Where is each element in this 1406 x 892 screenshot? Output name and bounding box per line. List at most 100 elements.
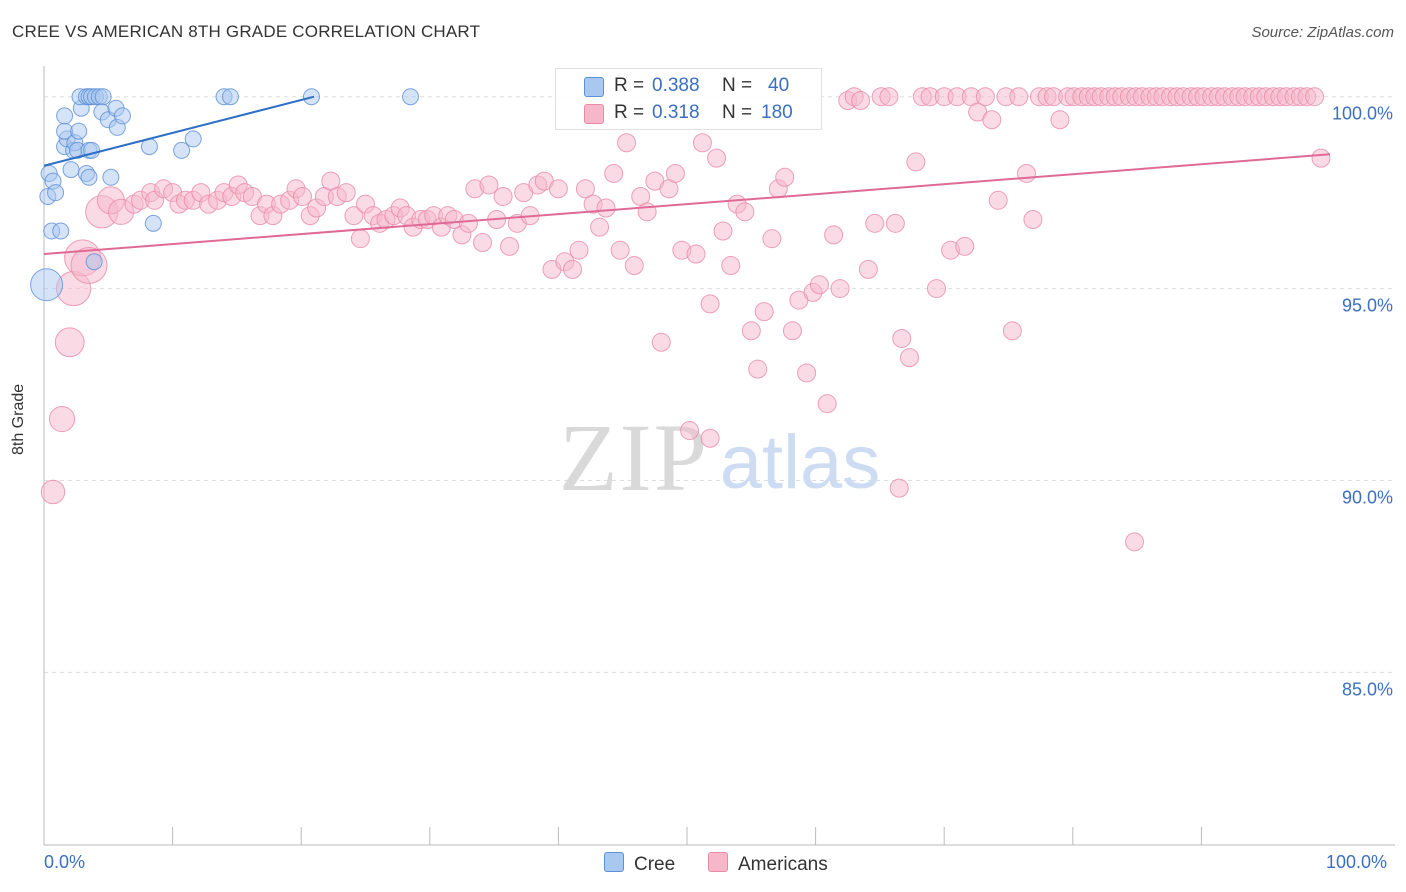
americans-point <box>721 256 741 276</box>
americans-point <box>500 236 520 256</box>
americans-point <box>906 152 926 172</box>
americans-point <box>686 244 706 264</box>
americans-point <box>569 240 589 260</box>
americans-point <box>637 202 657 222</box>
americans-point <box>1050 110 1070 130</box>
americans-point <box>782 321 802 341</box>
americans-point <box>885 213 905 233</box>
americans-point <box>809 275 829 295</box>
watermark-zip: ZIP <box>559 404 709 511</box>
americans-point <box>741 321 761 341</box>
y-tick-label: 90.0% <box>1342 487 1393 507</box>
cree-point <box>113 107 131 125</box>
americans-point <box>292 186 312 206</box>
stats-legend: R = 0.388 N = 40 R = 0.318 N = 180 <box>555 68 822 130</box>
americans-point <box>548 179 568 199</box>
americans-point <box>748 359 768 379</box>
americans-point <box>350 229 370 249</box>
cree-point <box>70 122 88 140</box>
x-tick-label-min: 0.0% <box>44 852 86 872</box>
legend-item-cree: Cree <box>604 852 675 876</box>
cree-point <box>47 184 65 202</box>
americans-trend-line <box>43 153 1331 256</box>
americans-point <box>858 259 878 279</box>
americans-point <box>458 213 478 233</box>
cree-point <box>102 168 120 186</box>
americans-point <box>955 236 975 256</box>
legend-item-americans: Americans <box>708 852 828 876</box>
americans-point <box>596 198 616 218</box>
cree-point <box>62 161 80 179</box>
legend-n-value: 40 <box>768 75 790 96</box>
cree-point <box>144 214 162 232</box>
americans-point <box>1009 87 1029 107</box>
source-label: Source: ZipAtlas.com <box>1251 24 1394 41</box>
x-tick-label-max: 100.0% <box>1326 852 1388 872</box>
americans-point <box>665 163 685 183</box>
legend-americans-label: Americans <box>738 854 828 875</box>
americans-point <box>473 233 493 253</box>
americans-point <box>899 348 919 368</box>
americans-point <box>40 479 66 505</box>
americans-point <box>889 478 909 498</box>
y-tick-label: 100.0% <box>1332 104 1393 124</box>
watermark-atlas: atlas <box>720 420 881 505</box>
americans-point <box>624 256 644 276</box>
americans-point <box>982 110 1002 130</box>
legend-n-label: N = <box>722 102 753 123</box>
cree-point <box>94 88 112 106</box>
americans-point <box>1023 209 1043 229</box>
americans-point <box>680 421 700 441</box>
cree-point <box>56 107 74 125</box>
americans-point <box>493 186 513 206</box>
americans-point <box>610 240 630 260</box>
cree-swatch-icon <box>584 77 604 97</box>
legend-row-cree: R = 0.388 N = 40 <box>556 73 821 101</box>
americans-point <box>762 229 782 249</box>
chart-title: CREE VS AMERICAN 8TH GRADE CORRELATION C… <box>12 22 481 41</box>
americans-point <box>797 363 817 383</box>
cree-point <box>402 88 420 106</box>
americans-point <box>817 394 837 414</box>
americans-point <box>975 87 995 107</box>
series-legend: Cree Americans <box>0 852 1406 878</box>
americans-point <box>1002 321 1022 341</box>
cree-trend-line <box>43 95 315 167</box>
americans-point <box>735 202 755 222</box>
legend-n-label: N = <box>722 75 753 96</box>
americans-point <box>824 225 844 245</box>
americans-point <box>754 302 774 322</box>
cree-point <box>80 168 98 186</box>
cree-point <box>52 222 70 240</box>
americans-point <box>1311 148 1331 168</box>
americans-point <box>1305 87 1325 107</box>
legend-row-americans: R = 0.318 N = 180 <box>556 100 821 128</box>
americans-point <box>344 206 364 226</box>
americans-point <box>336 183 356 203</box>
cree-point <box>173 141 191 159</box>
americans-point <box>988 190 1008 210</box>
americans-point <box>590 217 610 237</box>
americans-point <box>892 328 912 348</box>
americans-swatch-icon <box>708 852 728 872</box>
legend-n-value: 180 <box>761 102 793 123</box>
legend-r-value: 0.388 <box>652 75 700 96</box>
y-tick-label: 85.0% <box>1342 679 1393 699</box>
americans-point <box>48 405 76 433</box>
americans-point <box>700 294 720 314</box>
cree-swatch-icon <box>604 852 624 872</box>
americans-swatch-icon <box>584 104 604 124</box>
americans-point <box>617 133 637 153</box>
americans-point <box>575 179 595 199</box>
y-tick-label: 95.0% <box>1342 296 1393 316</box>
legend-r-label: R = <box>614 102 645 123</box>
americans-point <box>879 87 899 107</box>
americans-point <box>830 279 850 299</box>
cree-point <box>30 268 64 302</box>
americans-point <box>604 163 624 183</box>
cree-point <box>221 88 239 106</box>
legend-r-label: R = <box>614 75 645 96</box>
americans-point <box>713 221 733 241</box>
legend-cree-label: Cree <box>634 854 676 875</box>
